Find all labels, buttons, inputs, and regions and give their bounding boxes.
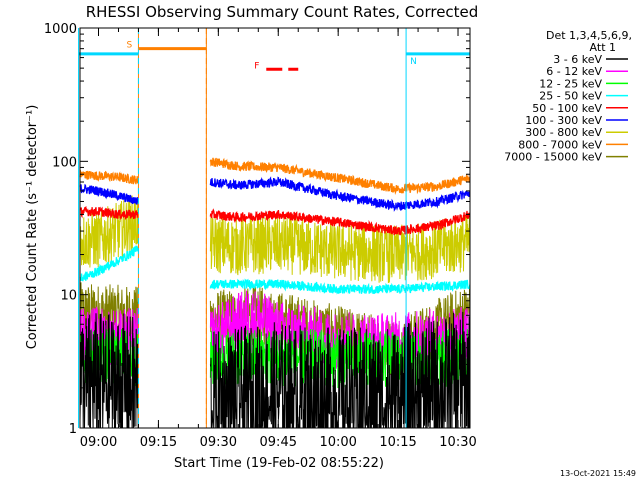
axes: 1 10 100 1000 09:00 09:15 09:30 09:45 10:00 10:15… xyxy=(44,22,477,450)
x-tick-label: 09:15 xyxy=(140,435,177,450)
flag-label: N xyxy=(410,57,417,67)
series-line xyxy=(79,206,471,236)
series-line xyxy=(79,157,471,196)
series-line xyxy=(79,176,471,212)
legend-entry-label: 300 - 800 keV xyxy=(525,126,602,139)
flag-label: S xyxy=(126,41,132,51)
y-tick-label: 10 xyxy=(60,289,77,304)
plot-area: S N F xyxy=(78,28,471,429)
legend-entry-label: 50 - 100 keV xyxy=(532,102,602,115)
y-axis-label: Corrected Count Rate (s⁻¹ detector⁻¹) xyxy=(25,105,40,350)
y-tick-label: 100 xyxy=(52,155,77,170)
legend-header-line: Det 1,3,4,5,6,9, xyxy=(546,29,632,42)
legend-entry-label: 100 - 300 keV xyxy=(525,114,602,127)
legend-header-line: Att 1 xyxy=(590,41,616,54)
series-line xyxy=(79,245,471,295)
y-tick-label: 1000 xyxy=(44,22,77,37)
legend-entry-label: 12 - 25 keV xyxy=(539,77,602,90)
flag-label: F xyxy=(254,61,259,71)
chart-title: RHESSI Observing Summary Count Rates, Co… xyxy=(86,3,479,21)
x-tick-label: 09:30 xyxy=(200,435,237,450)
y-tick-label: 1 xyxy=(69,422,77,437)
legend-entry-label: 25 - 50 keV xyxy=(539,90,602,103)
footer-date: 13-Oct-2021 15:49 xyxy=(560,469,636,478)
x-tick-label: 10:00 xyxy=(319,435,356,450)
legend-entry-label: 7000 - 15000 keV xyxy=(504,151,602,164)
x-tick-label: 10:15 xyxy=(379,435,416,450)
x-tick-label: 10:30 xyxy=(439,435,476,450)
x-tick-label: 09:00 xyxy=(80,435,117,450)
series-line xyxy=(79,311,471,429)
x-axis-label: Start Time (19-Feb-02 08:55:22) xyxy=(174,456,384,471)
series-line xyxy=(79,195,471,284)
legend-entry-label: 800 - 7000 keV xyxy=(518,138,602,151)
legend-entry-label: 6 - 12 keV xyxy=(546,65,602,78)
legend-entry-label: 3 - 6 keV xyxy=(553,53,602,66)
plot-frame xyxy=(79,27,471,429)
x-tick-label: 09:45 xyxy=(260,435,297,450)
